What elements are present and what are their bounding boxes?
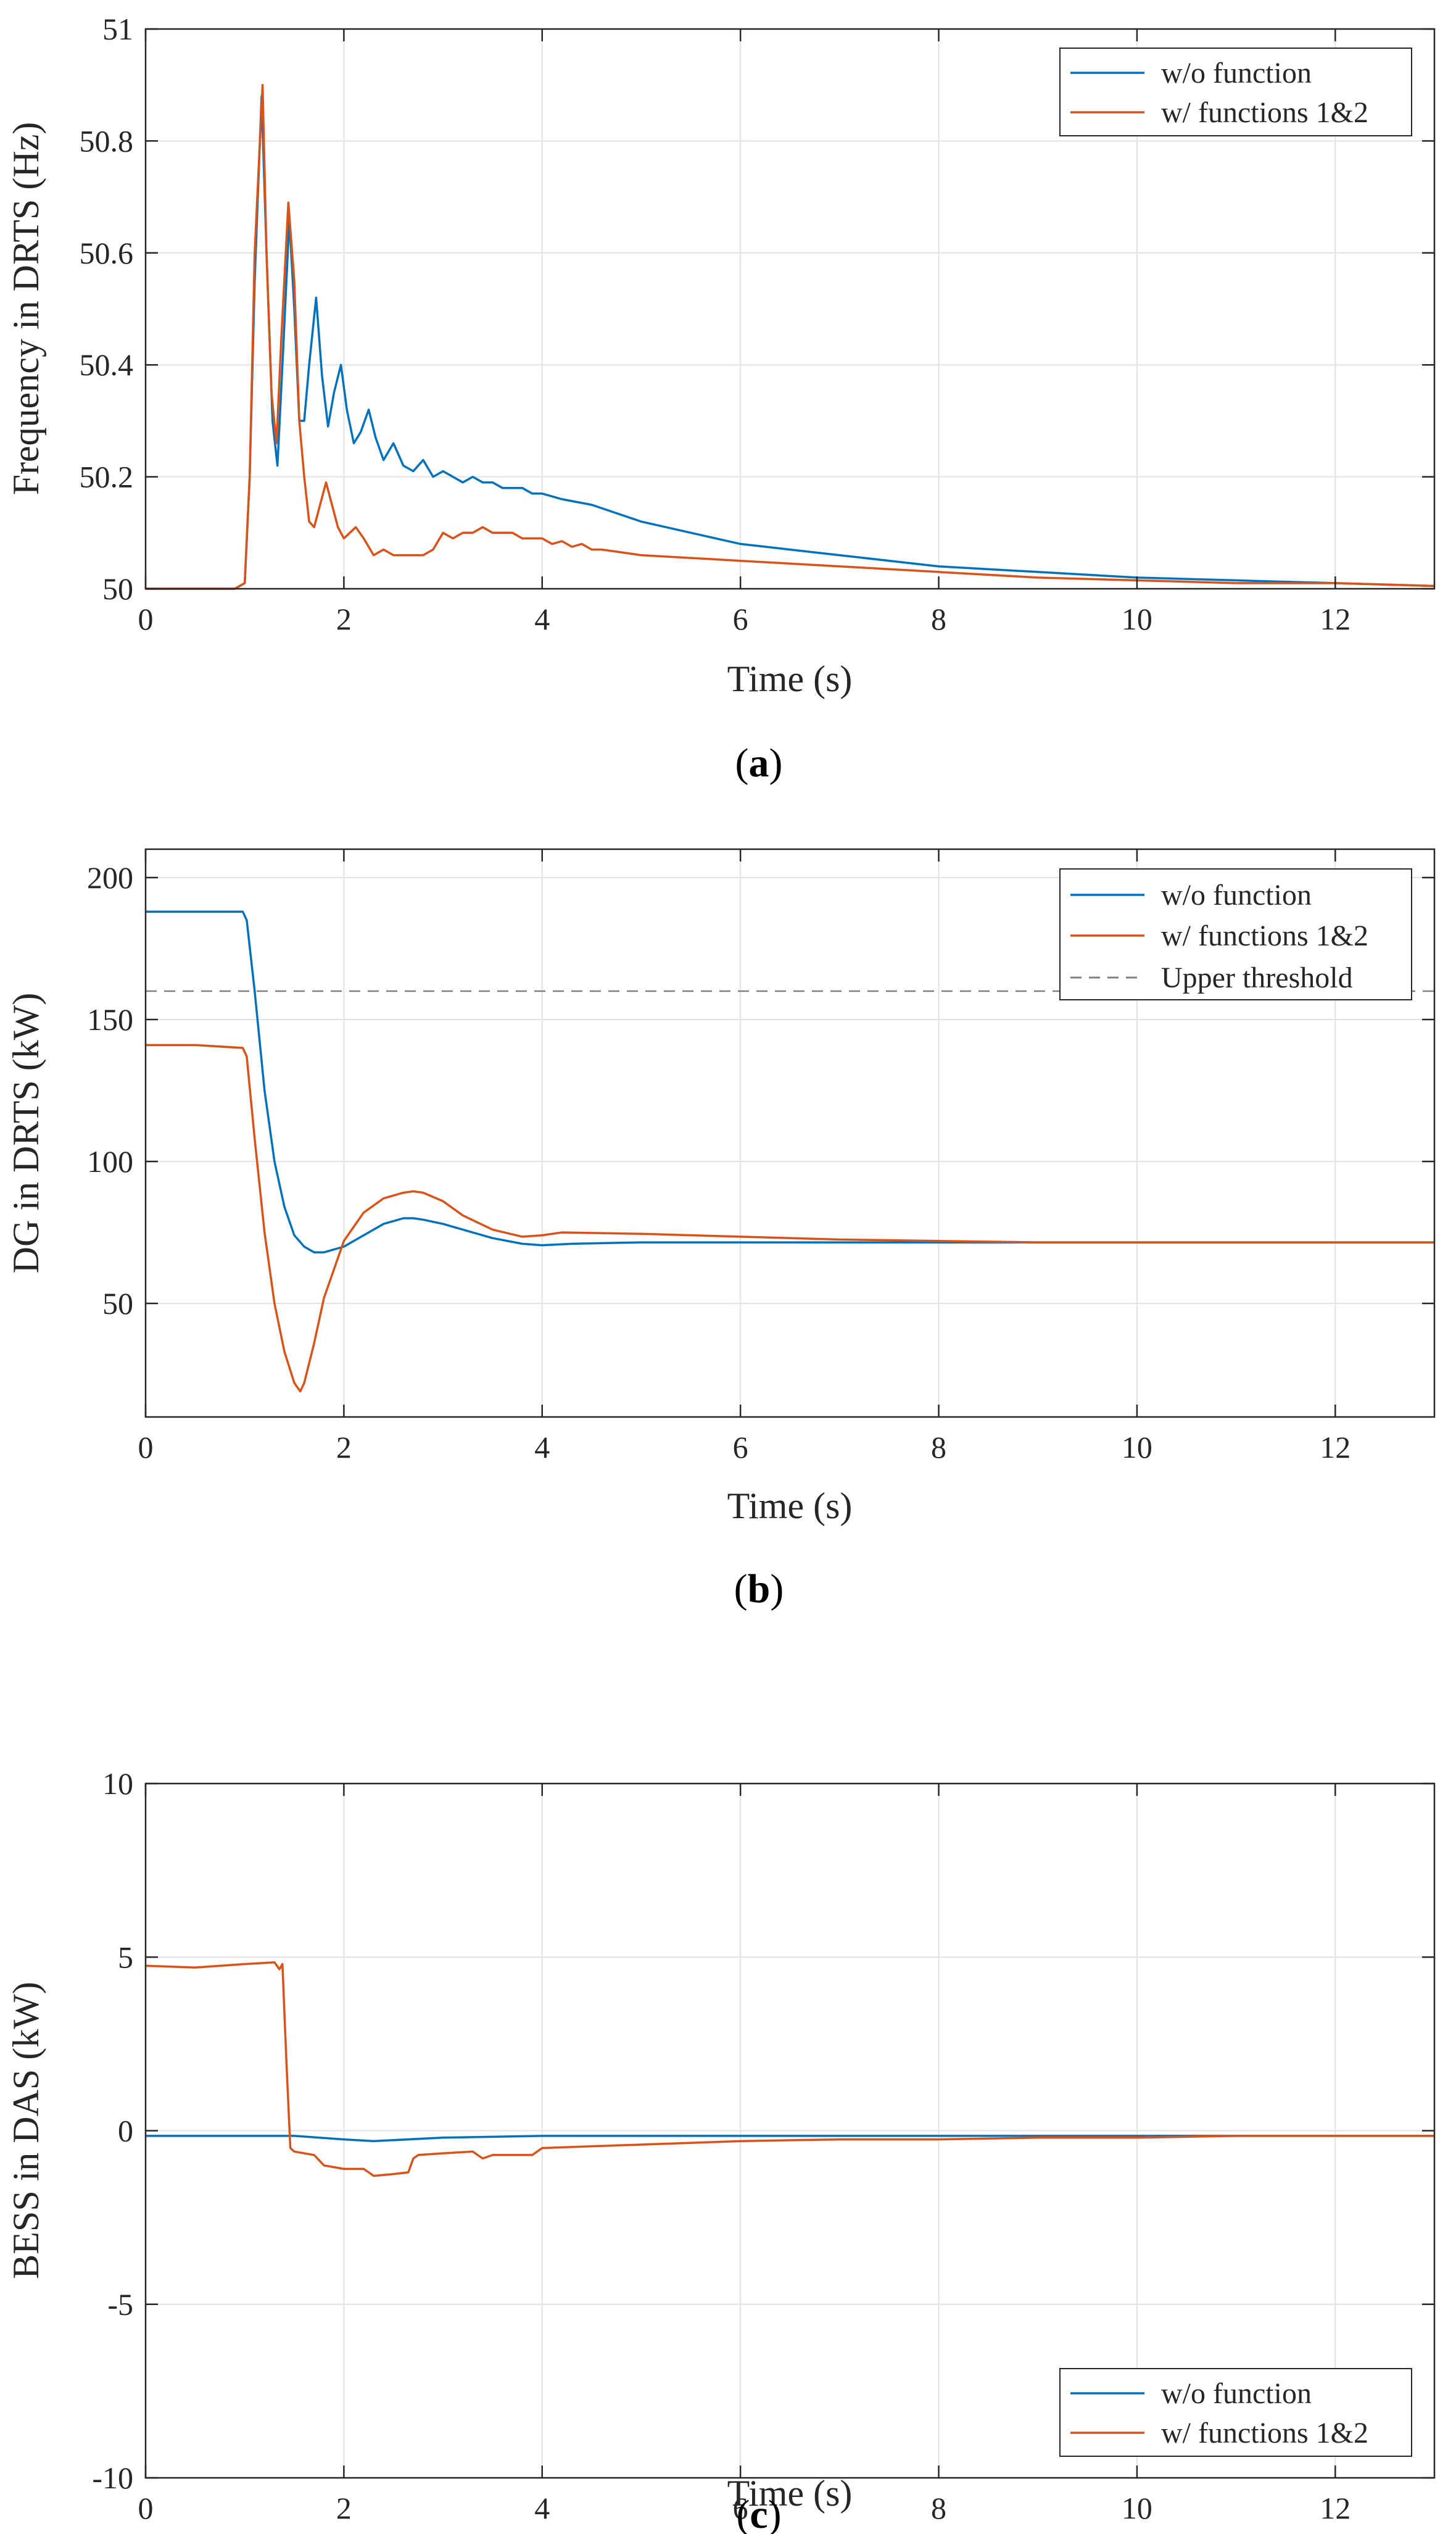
legend-label-b-wo: w/o function	[1161, 879, 1312, 912]
y-tick-label-a: 50.4	[80, 347, 134, 382]
legend-a: w/o function w/ functions 1&2	[1059, 48, 1412, 136]
series-line-b-0	[146, 910, 1434, 1253]
x-axis-label-c: Time (s)	[727, 2473, 853, 2514]
x-tick-label-c: 12	[1320, 2491, 1351, 2525]
y-tick-label-c: 0	[118, 2114, 133, 2148]
series-lines-a	[146, 83, 1435, 590]
y-tick-label-a: 50.8	[80, 123, 134, 158]
legend-label-c-wo: w/o function	[1161, 2377, 1312, 2410]
y-tick-label-c: -5	[107, 2287, 133, 2322]
y-tick-label-c: -10	[92, 2461, 133, 2495]
panel-c: 0 2 4 6 8 10 12 -10 -5 0 5 10 Time (s) BESS in DAS…	[6, 1766, 1436, 2534]
legend-label-b-threshold: Upper threshold	[1161, 962, 1353, 994]
y-axis-label-c: BESS in DAS (kW)	[6, 1982, 46, 2279]
series-line-a-1	[146, 83, 1435, 590]
legend-box-c	[1059, 2368, 1412, 2457]
x-tick-label-a: 8	[931, 602, 946, 636]
y-tick-label-a: 51	[102, 12, 133, 46]
caption-a: (a)	[735, 741, 783, 786]
x-tick-label-b: 8	[931, 1430, 946, 1464]
caption-close-a: )	[769, 741, 783, 786]
caption-open-c: (	[736, 2492, 750, 2534]
y-tick-labels-c: -10 -5 0 5 10	[92, 1766, 133, 2495]
ticks-a	[144, 28, 1434, 590]
x-tick-labels-c: 0 2 4 6 8 10 12	[138, 2491, 1351, 2525]
panel-b: 0 2 4 6 8 10 12 50 100 150 200 Time (s) DG in DRT…	[6, 848, 1436, 1611]
caption-open-b: (	[734, 1566, 748, 1611]
x-axis-label-a: Time (s)	[727, 658, 853, 699]
x-tick-label-b: 2	[336, 1430, 352, 1464]
y-tick-label-b: 50	[102, 1286, 133, 1321]
y-axis-label-b: DG in DRTS (kW)	[6, 993, 46, 1274]
legend-label-c-w12: w/ functions 1&2	[1161, 2417, 1368, 2449]
x-tick-label-b: 6	[733, 1430, 748, 1464]
x-tick-label-a: 6	[733, 602, 748, 636]
series-lines-c	[145, 1961, 1434, 2177]
x-tick-label-c: 0	[138, 2491, 154, 2525]
caption-c: (c)	[736, 2492, 781, 2534]
x-tick-labels-b: 0 2 4 6 8 10 12	[138, 1430, 1351, 1464]
ticks-c	[144, 1782, 1434, 2479]
axes-box-b	[144, 848, 1436, 1418]
y-tick-label-a: 50	[102, 571, 133, 606]
x-tick-label-b: 0	[138, 1430, 154, 1464]
x-axis-label-b: Time (s)	[727, 1485, 853, 1526]
axes-box-a	[144, 28, 1436, 590]
caption-open-a: (	[735, 741, 749, 786]
y-tick-label-b: 100	[87, 1144, 133, 1179]
x-tick-labels-a: 0 2 4 6 8 10 12	[138, 602, 1351, 636]
legend-box-a	[1059, 48, 1412, 136]
x-tick-label-a: 12	[1320, 602, 1351, 636]
y-tick-label-b: 150	[87, 1002, 133, 1037]
x-tick-label-a: 10	[1122, 602, 1152, 636]
x-tick-label-c: 4	[534, 2491, 550, 2525]
legend-label-b-w12: w/ functions 1&2	[1161, 920, 1368, 952]
y-tick-label-c: 5	[118, 1940, 133, 1974]
x-tick-label-c: 2	[336, 2491, 352, 2525]
y-tick-label-a: 50.2	[80, 460, 134, 494]
x-tick-label-b: 4	[534, 1430, 550, 1464]
x-tick-label-a: 0	[138, 602, 154, 636]
caption-letter-c: c	[750, 2492, 767, 2534]
y-tick-labels-b: 50 100 150 200	[87, 860, 133, 1321]
y-tick-label-b: 200	[87, 860, 133, 895]
legend-b: w/o function w/ functions 1&2 Upper thre…	[1059, 868, 1412, 1000]
x-tick-label-b: 12	[1320, 1430, 1351, 1464]
series-line-a-0	[146, 95, 1435, 590]
y-tick-labels-a: 50 50.2 50.4 50.6 50.8 51	[80, 12, 134, 606]
series-line-c-1	[145, 1961, 1434, 2177]
caption-close-c: )	[768, 2492, 782, 2534]
series-line-c-0	[146, 2135, 1434, 2143]
x-tick-label-c: 6	[733, 2491, 748, 2525]
legend-c: w/o function w/ functions 1&2	[1059, 2368, 1412, 2457]
y-tick-label-a: 50.6	[80, 236, 134, 270]
legend-label-a-w12: w/ functions 1&2	[1161, 96, 1368, 129]
x-tick-label-c: 8	[931, 2491, 946, 2525]
caption-b: (b)	[734, 1566, 784, 1611]
x-tick-label-b: 10	[1122, 1430, 1152, 1464]
caption-close-b: )	[770, 1566, 784, 1611]
ticks-b	[144, 849, 1434, 1417]
series-line-b-1	[146, 1044, 1434, 1393]
caption-letter-a: a	[749, 741, 769, 786]
y-tick-label-c: 10	[102, 1766, 133, 1801]
x-tick-label-a: 4	[534, 602, 550, 636]
legend-label-a-wo: w/o function	[1161, 57, 1312, 89]
y-axis-label-a: Frequency in DRTS (Hz)	[6, 122, 46, 496]
caption-letter-b: b	[748, 1566, 771, 1611]
x-tick-label-a: 2	[336, 602, 352, 636]
x-tick-label-c: 10	[1122, 2491, 1152, 2525]
